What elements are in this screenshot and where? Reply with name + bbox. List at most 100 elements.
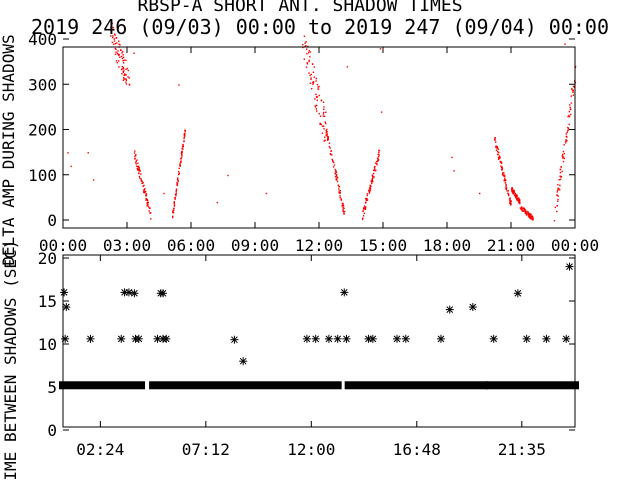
top-data-point bbox=[554, 206, 556, 209]
bottom-data-point bbox=[333, 334, 342, 343]
top-data-point bbox=[342, 210, 344, 212]
top-data-point bbox=[559, 189, 561, 191]
top-data-point bbox=[363, 207, 366, 210]
top-data-point bbox=[172, 215, 174, 217]
top-data-point bbox=[67, 152, 69, 154]
top-data-point bbox=[147, 204, 149, 207]
top-data-point bbox=[325, 111, 327, 113]
bottom-y-tick-label: 5 bbox=[47, 378, 57, 397]
top-data-point bbox=[112, 36, 114, 39]
top-data-point bbox=[172, 210, 174, 213]
top-data-point bbox=[321, 125, 324, 127]
top-data-point bbox=[163, 192, 165, 195]
top-data-point bbox=[148, 206, 150, 208]
top-data-point bbox=[556, 194, 558, 196]
top-data-point bbox=[323, 128, 325, 130]
top-data-point bbox=[371, 174, 374, 176]
top-data-point bbox=[338, 185, 340, 188]
top-data-point bbox=[173, 204, 176, 206]
top-data-point bbox=[329, 153, 332, 155]
top-data-point bbox=[363, 212, 365, 214]
top-data-point bbox=[342, 205, 345, 207]
top-data-point bbox=[329, 147, 331, 149]
top-data-point bbox=[510, 203, 512, 205]
top-data-point bbox=[562, 157, 564, 159]
top-data-point bbox=[144, 191, 146, 193]
top-data-point bbox=[323, 111, 325, 114]
top-data-point bbox=[136, 159, 138, 161]
top-data-point bbox=[495, 145, 497, 147]
top-data-point bbox=[500, 162, 503, 164]
top-data-point bbox=[116, 42, 118, 44]
top-data-point bbox=[133, 52, 135, 54]
top-data-point bbox=[342, 208, 344, 210]
chart-title: RBSP-A SHORT ANT. SHADOW TIMES bbox=[137, 0, 462, 16]
top-data-point bbox=[120, 55, 123, 58]
top-data-point bbox=[494, 139, 496, 141]
bottom-data-point bbox=[162, 334, 171, 343]
top-data-point bbox=[560, 166, 562, 168]
top-x-tick-label: 21:00 bbox=[487, 236, 535, 255]
bottom-data-point bbox=[489, 334, 498, 343]
top-data-point bbox=[514, 196, 517, 198]
top-data-point bbox=[497, 157, 500, 159]
top-data-point bbox=[338, 190, 340, 192]
top-data-point bbox=[566, 131, 568, 134]
top-data-point bbox=[510, 204, 512, 206]
top-data-point bbox=[516, 197, 519, 199]
top-data-point bbox=[70, 165, 72, 168]
top-data-point bbox=[511, 187, 513, 189]
top-data-point bbox=[117, 54, 120, 56]
top-data-point bbox=[572, 91, 574, 94]
top-data-point bbox=[531, 216, 533, 218]
top-data-point bbox=[335, 170, 337, 172]
top-data-point bbox=[144, 190, 147, 193]
top-data-point bbox=[323, 125, 325, 127]
top-data-point bbox=[324, 121, 326, 123]
top-data-point bbox=[316, 84, 319, 86]
top-data-point bbox=[325, 122, 327, 125]
top-data-point bbox=[516, 195, 518, 197]
top-data-point bbox=[119, 49, 122, 51]
top-data-point bbox=[180, 161, 182, 163]
top-plot-frame bbox=[62, 46, 576, 229]
top-data-point bbox=[123, 59, 125, 61]
top-data-point bbox=[562, 150, 565, 153]
top-data-point bbox=[378, 151, 380, 153]
top-data-point bbox=[318, 113, 320, 115]
top-data-point bbox=[497, 148, 499, 151]
top-data-point bbox=[342, 206, 344, 209]
top-data-point bbox=[561, 170, 563, 173]
bottom-data-point bbox=[60, 288, 69, 297]
top-data-point bbox=[179, 165, 181, 167]
top-data-point bbox=[516, 194, 518, 197]
top-data-point bbox=[512, 190, 514, 192]
top-data-point bbox=[121, 73, 123, 75]
bottom-x-tick-label: 07:12 bbox=[182, 440, 230, 459]
bottom-data-point bbox=[542, 334, 551, 343]
top-data-point bbox=[114, 34, 116, 36]
bottom-data-point bbox=[522, 334, 531, 343]
top-data-point bbox=[125, 81, 127, 83]
top-data-point bbox=[122, 79, 125, 81]
top-data-point bbox=[175, 190, 177, 192]
top-data-point bbox=[312, 83, 314, 85]
top-data-point bbox=[182, 146, 184, 148]
bottom-y-tick-label: 20 bbox=[38, 249, 57, 268]
top-data-point bbox=[509, 199, 511, 201]
top-data-point bbox=[183, 140, 185, 142]
top-y-tick-label: 200 bbox=[28, 121, 57, 140]
top-data-point bbox=[563, 152, 566, 155]
top-data-point bbox=[361, 218, 364, 220]
top-x-tick-label: 00:00 bbox=[551, 236, 599, 255]
top-data-point bbox=[172, 211, 174, 214]
top-data-point bbox=[110, 35, 112, 37]
top-data-point bbox=[180, 160, 182, 162]
top-data-point bbox=[330, 150, 332, 152]
top-data-point bbox=[176, 184, 178, 186]
top-data-point bbox=[122, 60, 124, 62]
top-data-point bbox=[513, 191, 515, 193]
top-data-point bbox=[113, 43, 115, 45]
top-data-point bbox=[503, 172, 505, 174]
top-data-point bbox=[324, 139, 326, 141]
